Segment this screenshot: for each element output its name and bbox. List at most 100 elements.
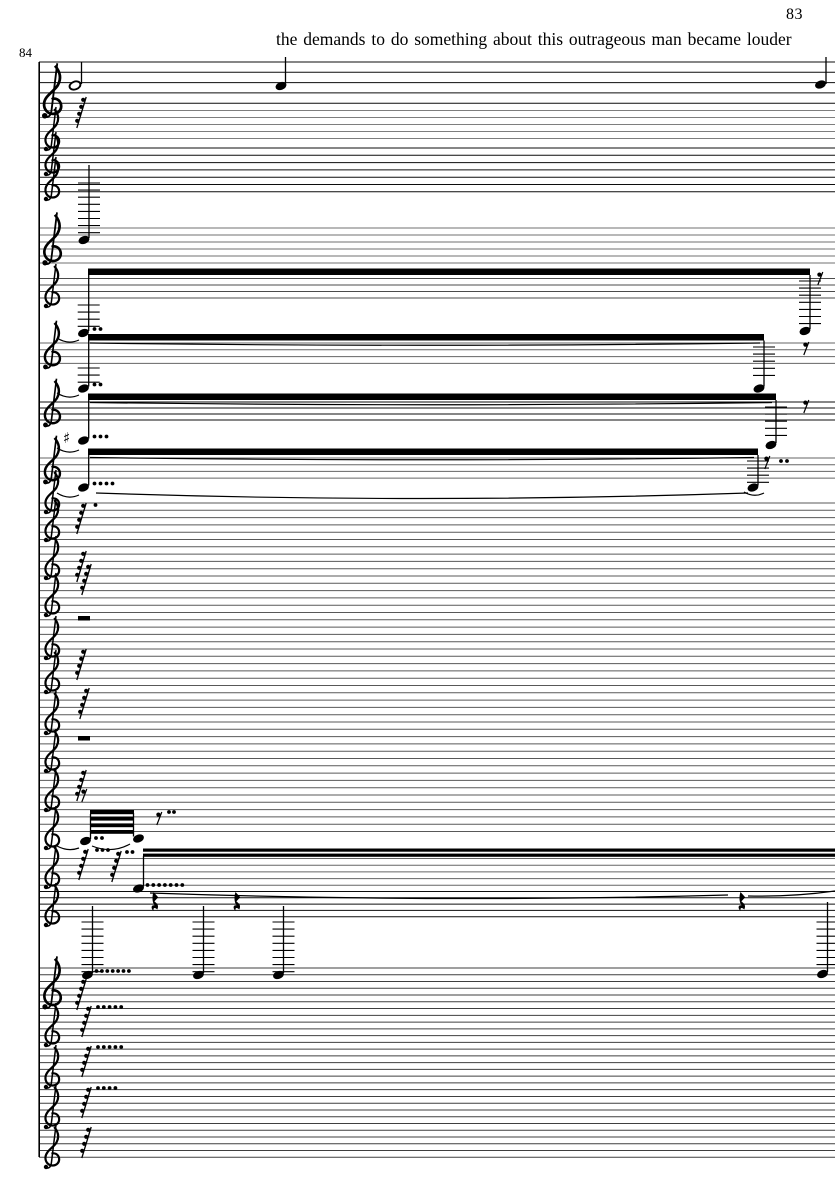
beam — [88, 334, 764, 341]
beam — [88, 393, 776, 400]
augmentation-dot — [172, 810, 176, 814]
narration-text: the demands to do something about this o… — [276, 29, 792, 49]
augmentation-dot — [126, 969, 131, 973]
notehead — [815, 80, 826, 89]
tie — [56, 392, 80, 398]
augmentation-dot — [163, 883, 167, 887]
augmentation-dot — [100, 836, 104, 840]
half-notehead — [68, 80, 82, 91]
rest-r4 — [738, 892, 746, 912]
augmentation-dot — [168, 883, 173, 887]
notehead — [133, 884, 144, 893]
augmentation-dot — [92, 382, 97, 387]
treble-clef-icon — [41, 319, 62, 371]
rest-r64 — [74, 550, 87, 583]
notehead — [78, 483, 89, 492]
augmentation-dot — [785, 459, 789, 463]
augmentation-dot — [110, 969, 115, 973]
augmentation-dot — [101, 1045, 106, 1049]
treble-clef-icon — [42, 689, 61, 737]
tie — [89, 456, 755, 461]
rest-r64 — [74, 978, 87, 1011]
tie — [149, 892, 729, 900]
augmentation-dot — [107, 1005, 112, 1009]
augmentation-dot — [107, 1045, 112, 1049]
rest-r64 — [74, 648, 87, 681]
augmentation-dot — [98, 434, 103, 439]
rest-rh — [78, 736, 90, 741]
beam — [88, 448, 758, 455]
augmentation-dot — [101, 1005, 106, 1009]
rest-r64 — [76, 848, 89, 881]
treble-clef-icon — [42, 262, 61, 310]
augmentation-dot — [119, 1045, 124, 1049]
augmentation-dot — [98, 382, 103, 387]
augmentation-dot — [92, 434, 97, 439]
tie — [91, 843, 131, 851]
augmentation-dot — [157, 883, 162, 887]
rest-r64 — [79, 1126, 92, 1159]
augmentation-dot — [113, 1086, 118, 1090]
augmentation-dot — [96, 1086, 100, 1090]
treble-clef-icon — [42, 614, 61, 662]
rest-r64 — [74, 502, 87, 535]
augmentation-dot — [100, 969, 104, 973]
beam — [143, 848, 835, 852]
beam — [88, 268, 810, 275]
rest-r64 — [74, 96, 87, 129]
notehead — [799, 326, 811, 336]
notehead — [82, 970, 93, 980]
treble-clef-icon — [42, 804, 61, 852]
rest-r4 — [151, 892, 159, 912]
augmentation-dot — [116, 969, 120, 973]
augmentation-dot — [107, 1086, 112, 1090]
augmentation-dot — [125, 850, 129, 854]
augmentation-dot — [145, 883, 150, 887]
augmentation-dot — [98, 327, 103, 331]
augmentation-dot — [104, 434, 109, 439]
tie — [95, 492, 749, 500]
augmentation-dot — [95, 848, 99, 852]
treble-clef-icon — [42, 881, 61, 929]
augmentation-dot — [98, 481, 103, 486]
rest-r8 — [763, 455, 771, 470]
augmentation-dot — [105, 969, 110, 973]
augmentation-dot — [119, 1005, 124, 1009]
treble-clef-icon — [42, 1083, 61, 1131]
augmentation-dot — [113, 1005, 118, 1009]
augmentation-dot — [92, 481, 97, 486]
rest-r4 — [233, 892, 241, 912]
notehead — [753, 384, 765, 393]
augmentation-dot — [130, 850, 135, 854]
treble-clef-icon — [42, 1001, 61, 1049]
notehead — [193, 970, 204, 980]
notehead — [78, 384, 89, 393]
augmentation-dot — [110, 481, 115, 486]
notehead — [817, 969, 828, 979]
treble-clef-icon — [42, 1123, 61, 1171]
augmentation-dot — [174, 883, 179, 887]
rest-r64 — [79, 1005, 92, 1038]
beam — [90, 816, 134, 821]
tie — [56, 492, 80, 498]
tie — [743, 491, 765, 496]
rest-r8 — [802, 399, 810, 414]
notehead — [78, 436, 89, 445]
augmentation-dot — [92, 327, 97, 331]
notehead — [78, 235, 90, 245]
augmentation-dot — [96, 1045, 100, 1049]
rest-r8 — [155, 811, 163, 826]
tie — [747, 890, 835, 897]
treble-clef-icon — [42, 534, 61, 582]
augmentation-dot — [121, 969, 126, 973]
notehead — [133, 834, 144, 843]
notehead — [765, 440, 777, 450]
augmentation-dot — [180, 883, 185, 887]
notehead — [78, 328, 89, 338]
treble-clef-icon — [42, 766, 61, 814]
notehead — [747, 483, 759, 492]
treble-clef-icon — [42, 843, 61, 891]
treble-clef-icon — [41, 211, 63, 267]
tie — [56, 337, 80, 343]
